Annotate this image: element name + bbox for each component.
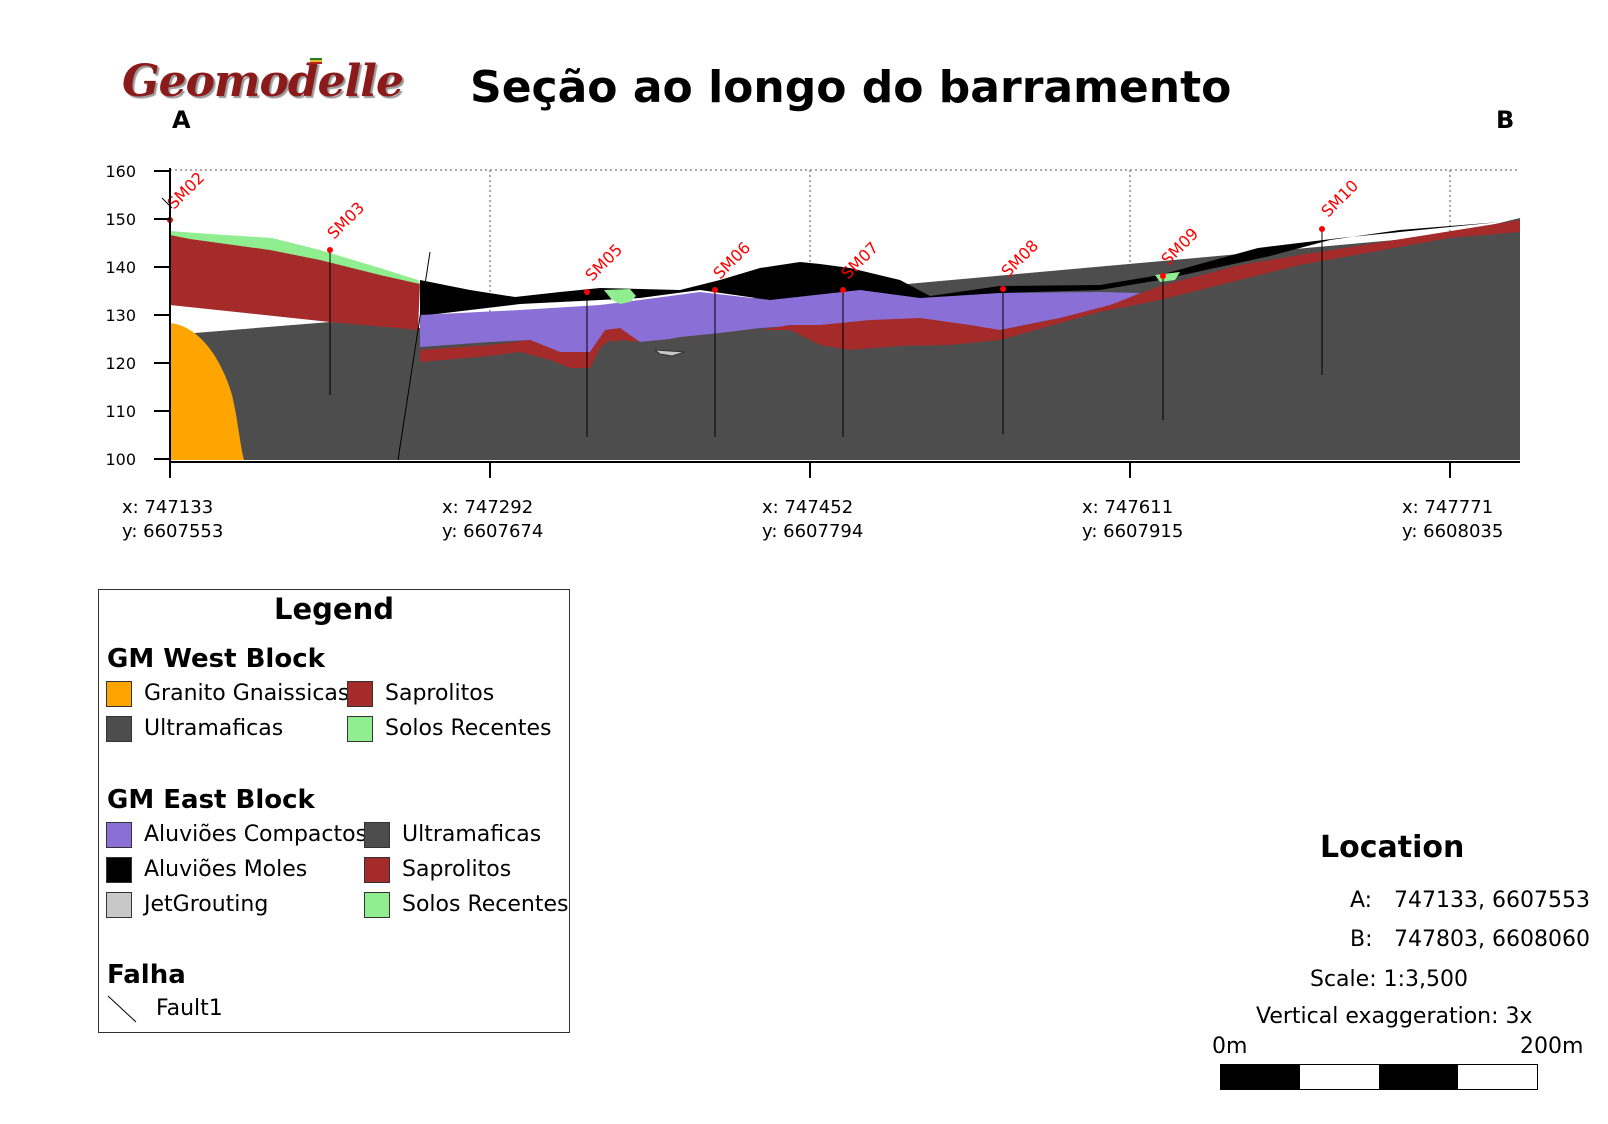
legend-group-east-block: GM East Block bbox=[107, 785, 315, 815]
location-b-key: B: bbox=[1350, 927, 1373, 952]
x-axis bbox=[169, 461, 1520, 478]
ultramaficas-east-upper bbox=[420, 232, 1520, 460]
vertical-exaggeration-text: Vertical exaggeration: 3x bbox=[1256, 1004, 1533, 1029]
section-end-a-label: A bbox=[172, 106, 191, 134]
granito-gnaissicas-layer bbox=[170, 323, 244, 460]
section-end-b-label: B bbox=[1496, 106, 1515, 134]
legend-swatch bbox=[106, 716, 132, 742]
x-coord: x: 747611 bbox=[1082, 497, 1174, 518]
legend-swatch bbox=[106, 822, 132, 848]
legend-item: Aluviões Compactos bbox=[106, 821, 367, 849]
scale-text: Scale: 1:3,500 bbox=[1310, 967, 1468, 992]
page-title: Seção ao longo do barramento bbox=[470, 62, 1232, 113]
legend-item-label: Solos Recentes bbox=[402, 892, 569, 917]
legend-item-label: Ultramaficas bbox=[402, 822, 542, 847]
scalebar-start-label: 0m bbox=[1212, 1034, 1248, 1059]
x-tick-label: x: 747133 y: 6607553 bbox=[122, 496, 223, 544]
geological-cross-section: SM02 SM03 SM05 SM06 SM07 SM08 SM09 SM10 … bbox=[105, 162, 1520, 478]
x-tick-label: x: 747611 y: 6607915 bbox=[1082, 496, 1183, 544]
saprolitos-east-layer bbox=[420, 220, 1520, 368]
scalebar-end-label: 200m bbox=[1520, 1034, 1584, 1059]
legend-item: Solos Recentes bbox=[347, 715, 551, 743]
location-a-value: 747133, 6607553 bbox=[1394, 888, 1590, 913]
location-b: B: 747803, 6608060 bbox=[1350, 927, 1590, 952]
scale-bar-segment bbox=[1300, 1065, 1379, 1089]
fault-line-icon bbox=[107, 995, 137, 1023]
legend-item-label: Saprolitos bbox=[402, 857, 512, 882]
y-coord: y: 6607794 bbox=[762, 521, 864, 542]
aluvioes-moles-layer bbox=[420, 222, 1500, 316]
legend-item: JetGrouting bbox=[106, 891, 268, 919]
y-tick-label: 160 bbox=[105, 162, 136, 181]
legend-item: Ultramaficas bbox=[364, 821, 541, 849]
y-coord: y: 6608035 bbox=[1402, 521, 1504, 542]
legend-item-fault: Fault1 bbox=[106, 994, 223, 1023]
legend-swatch bbox=[106, 892, 132, 918]
location-a: A: 747133, 6607553 bbox=[1350, 888, 1590, 913]
borehole-label-sm03: SM03 bbox=[323, 198, 368, 243]
y-tick-label: 110 bbox=[105, 402, 136, 421]
x-coord: x: 747133 bbox=[122, 497, 214, 518]
legend-item: Solos Recentes bbox=[364, 891, 568, 919]
y-coord: y: 6607674 bbox=[442, 521, 544, 542]
logo-flag-icon bbox=[310, 58, 322, 64]
solos-recentes-west-layer bbox=[170, 231, 420, 284]
legend-item-label: Granito Gnaissicas bbox=[144, 681, 350, 706]
legend-swatch bbox=[106, 857, 132, 883]
location-b-value: 747803, 6608060 bbox=[1394, 927, 1590, 952]
fault1-line bbox=[397, 251, 431, 461]
legend-item-label: Solos Recentes bbox=[385, 716, 552, 741]
y-tick-label: 120 bbox=[105, 354, 136, 373]
legend-panel: Legend GM West Block Granito Gnaissicas … bbox=[98, 589, 570, 1033]
geomodelle-logo: Geomodelle bbox=[122, 56, 404, 107]
scale-bar-segment bbox=[1458, 1065, 1537, 1089]
legend-item: Ultramaficas bbox=[106, 715, 283, 743]
borehole-collars bbox=[167, 217, 1325, 295]
legend-title: Legend bbox=[274, 592, 394, 626]
scale-bar-segment bbox=[1221, 1065, 1300, 1089]
legend-swatch bbox=[364, 857, 390, 883]
legend-group-west-block: GM West Block bbox=[107, 644, 325, 674]
y-tick-label: 150 bbox=[105, 210, 136, 229]
y-axis bbox=[154, 168, 171, 462]
legend-item-label: Ultramaficas bbox=[144, 716, 284, 741]
legend-item-label: Aluviões Moles bbox=[144, 857, 308, 882]
x-tick-label: x: 747771 y: 6608035 bbox=[1402, 496, 1503, 544]
legend-swatch bbox=[347, 681, 373, 707]
scale-bar bbox=[1220, 1064, 1538, 1090]
legend-group-falha: Falha bbox=[107, 960, 186, 990]
jetgrouting-lens bbox=[653, 349, 686, 357]
legend-item: Saprolitos bbox=[364, 856, 511, 884]
x-coord: x: 747452 bbox=[762, 497, 854, 518]
x-coord: x: 747292 bbox=[442, 497, 534, 518]
legend-item-label: Fault1 bbox=[156, 996, 223, 1021]
boreholes bbox=[329, 229, 1323, 437]
saprolitos-west-layer bbox=[170, 234, 420, 330]
legend-item: Granito Gnaissicas bbox=[106, 680, 349, 708]
y-coord: y: 6607553 bbox=[122, 521, 224, 542]
scale-bar-segment bbox=[1379, 1065, 1458, 1089]
borehole-label-sm05: SM05 bbox=[581, 240, 626, 285]
legend-item: Saprolitos bbox=[347, 680, 494, 708]
legend-item-label: JetGrouting bbox=[144, 892, 269, 917]
legend-item: Aluviões Moles bbox=[106, 856, 307, 884]
legend-item-label: Aluviões Compactos bbox=[144, 822, 368, 847]
y-tick-label: 130 bbox=[105, 306, 136, 325]
y-tick-label: 140 bbox=[105, 258, 136, 277]
legend-swatch bbox=[364, 892, 390, 918]
legend-swatch bbox=[347, 716, 373, 742]
y-tick-label: 100 bbox=[105, 450, 136, 469]
legend-item-label: Saprolitos bbox=[385, 681, 495, 706]
location-title: Location bbox=[1320, 830, 1465, 865]
legend-swatch bbox=[106, 681, 132, 707]
x-tick-label: x: 747452 y: 6607794 bbox=[762, 496, 863, 544]
location-a-key: A: bbox=[1350, 888, 1373, 913]
x-coord: x: 747771 bbox=[1402, 497, 1494, 518]
x-tick-label: x: 747292 y: 6607674 bbox=[442, 496, 543, 544]
y-coord: y: 6607915 bbox=[1082, 521, 1184, 542]
solos-recentes-east-layer bbox=[604, 289, 636, 304]
legend-swatch bbox=[364, 822, 390, 848]
borehole-label-sm10: SM10 bbox=[1317, 176, 1362, 221]
